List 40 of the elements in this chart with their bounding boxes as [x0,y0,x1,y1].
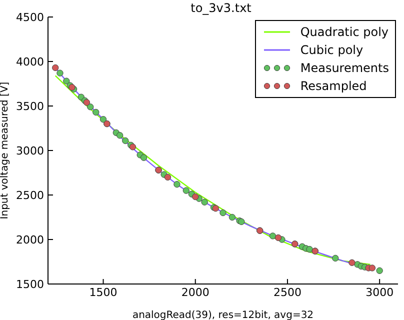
y-tick-label: 4500 [16,10,44,24]
point [52,64,59,72]
x-tick-label: 3000 [366,286,394,299]
chart-title: to_3v3.txt [190,1,252,15]
legend-label: Resampled [300,79,367,93]
legend-label: Quadratic poly [300,25,389,39]
point [228,214,236,221]
point [348,259,356,266]
point [274,234,282,242]
x-tick-label: 1500 [89,286,118,299]
x-tick-label: 2000 [181,286,210,299]
x-tick-label: 2500 [273,286,302,299]
y-tick-label: 2500 [16,188,44,202]
point [220,209,226,216]
point [269,232,276,240]
point [164,174,172,181]
y-tick-label: 3500 [16,100,44,113]
point [192,193,199,200]
point [182,187,190,194]
y-tick-label: 2000 [16,233,44,246]
point [376,267,383,274]
y-tick-label: 4000 [16,55,44,68]
x-axis-title: analogRead(39), res=12bit, avg=32 [132,310,314,320]
point [116,132,124,139]
point [174,180,180,188]
point [87,104,94,110]
point [140,154,148,161]
point [122,137,129,144]
point [100,116,107,123]
point [92,108,100,116]
y-tick-label: 3000 [16,144,44,158]
point [56,70,64,76]
point [201,198,208,206]
point [368,264,376,272]
legend-label: Cubic poly [300,43,364,57]
point [332,254,339,262]
point [306,246,313,253]
y-axis-title: Input voltage measured [V] [0,82,11,220]
point [63,78,70,84]
legend-label: Measurements [300,61,389,75]
